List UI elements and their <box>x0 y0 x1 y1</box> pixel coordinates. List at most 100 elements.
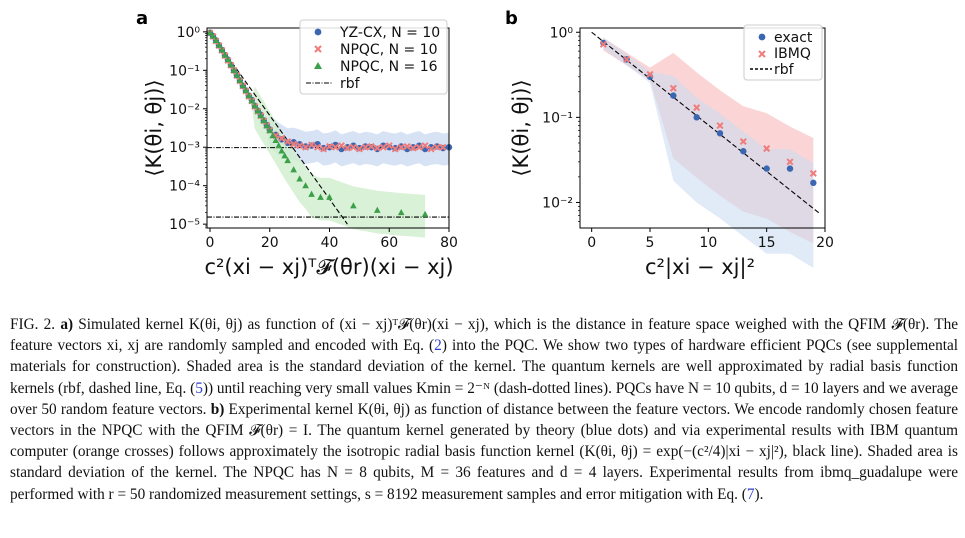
data-point-circle <box>427 144 435 151</box>
data-point-cross <box>623 55 631 63</box>
x-tick-label: 20 <box>261 235 279 251</box>
data-point-cross <box>308 141 316 149</box>
legend-label: exact <box>774 30 813 46</box>
data-point-cross <box>278 134 286 142</box>
cross-stroke <box>331 143 339 151</box>
data-point-cross <box>646 70 654 78</box>
panel-b-xlabel: c²|xi − xj|² <box>645 255 755 280</box>
data-point-cross <box>349 143 357 151</box>
y-tick-label: 10⁻¹ <box>169 63 200 79</box>
data-point-cross <box>355 145 363 153</box>
data-point-triangle <box>245 91 253 99</box>
data-point-triangle <box>350 202 357 209</box>
cross-stroke <box>409 144 417 152</box>
data-point-cross <box>739 138 747 146</box>
data-point-triangle <box>239 82 247 89</box>
data-point-triangle <box>308 190 315 197</box>
data-point-cross <box>361 143 369 151</box>
data-point-triangle <box>260 117 268 124</box>
cross-stroke <box>693 104 701 112</box>
panel-b: b 0 5 10 15 20 10⁰ 10⁻¹ 10⁻² ⟨K(θi, θj)⟩ c²|xi… <box>505 8 834 280</box>
cross-stroke <box>308 141 316 149</box>
equation-ref-link[interactable]: 7 <box>746 485 755 503</box>
data-point-triangle <box>236 76 244 83</box>
data-point-triangle <box>242 86 250 94</box>
data-point-triangle <box>212 36 220 43</box>
cross-stroke <box>385 142 393 150</box>
data-point-circle <box>296 140 303 148</box>
data-point-triangle <box>248 97 256 104</box>
equation-ref-link[interactable]: 2 <box>434 337 442 355</box>
data-point-triangle <box>263 122 271 129</box>
data-point-cross <box>427 145 435 153</box>
data-point-cross <box>716 122 724 130</box>
x-tick-label: 40 <box>321 235 339 251</box>
legend-marker-exact <box>758 33 766 41</box>
data-point-triangle <box>266 127 274 134</box>
blue-shaded-band <box>603 37 814 268</box>
green-shaded-band <box>209 29 426 238</box>
data-point-circle <box>670 92 677 99</box>
x-tick-label: 5 <box>646 235 655 251</box>
data-point-triangle <box>281 152 288 159</box>
data-point-triangle <box>302 182 309 189</box>
data-point-cross <box>367 142 375 150</box>
data-point-cross <box>403 142 411 150</box>
panel-b-shaded-bands <box>603 37 814 268</box>
data-point-circle <box>380 142 387 149</box>
data-point-triangle <box>233 71 241 78</box>
data-point-circle <box>786 165 794 172</box>
legend-label: NPQC, N = 10 <box>340 42 438 58</box>
data-point-cross <box>385 142 393 150</box>
cross-stroke <box>786 158 794 166</box>
cross-stroke <box>421 142 429 150</box>
panel-b-legend: exact IBMQ rbf <box>743 24 823 81</box>
data-point-triangle <box>224 55 232 63</box>
panel-a-x-ticks: 0 20 40 60 80 <box>206 228 458 251</box>
legend-marker-yzcx <box>314 28 322 36</box>
legend-box <box>299 19 448 95</box>
legend-label: NPQC, N = 16 <box>340 59 438 75</box>
data-point-triangle <box>221 51 229 58</box>
legend-label: IBMQ <box>774 46 811 62</box>
cross-stroke <box>809 169 817 177</box>
data-point-circle <box>740 148 747 155</box>
data-point-triangle <box>257 112 265 119</box>
data-point-cross <box>809 169 817 177</box>
data-point-cross <box>314 143 322 151</box>
data-point-cross <box>379 143 387 151</box>
data-point-circle <box>350 142 357 149</box>
cross-stroke <box>337 142 345 150</box>
data-point-triangle <box>215 41 223 48</box>
legend-label: YZ-CX, N = 10 <box>339 25 440 41</box>
data-point-circle <box>415 142 423 149</box>
panel-a: a 0 20 40 60 80 10⁰ 10⁻¹ 10⁻² 10⁻³ 10⁻⁴ 10⁻⁵ ⟨K(θ… <box>136 8 458 279</box>
cross-stroke <box>379 143 387 151</box>
data-point-cross <box>439 143 447 151</box>
data-point-cross <box>343 144 351 152</box>
legend-marker-npqc10 <box>314 45 322 53</box>
y-tick-label: 10⁻² <box>542 195 573 211</box>
data-point-cross <box>599 40 607 48</box>
panel-a-ylabel: ⟨K(θi, θj)⟩ <box>142 79 166 176</box>
data-point-triangle <box>227 61 235 68</box>
cross-stroke <box>623 55 631 63</box>
equation-ref-link[interactable]: 5 <box>195 379 203 397</box>
cross-stroke <box>763 145 771 153</box>
cross-stroke <box>361 143 369 151</box>
data-point-cross <box>290 140 298 148</box>
cross-stroke <box>343 144 351 152</box>
data-point-triangle <box>254 107 262 114</box>
data-point-cross <box>296 142 304 150</box>
data-point-circle <box>810 179 817 187</box>
data-point-cross <box>669 84 677 92</box>
cross-stroke <box>439 143 447 151</box>
y-tick-label: 10⁻⁵ <box>169 217 200 233</box>
cross-stroke <box>427 145 435 153</box>
legend-label: rbf <box>774 62 795 78</box>
caption-text: Experimental kernel K(θi, θj) as functio… <box>10 400 959 503</box>
cross-stroke <box>716 122 724 130</box>
caption-text: ). <box>754 485 764 503</box>
panel-a-letter: a <box>136 8 148 29</box>
data-point-cross <box>693 104 701 112</box>
